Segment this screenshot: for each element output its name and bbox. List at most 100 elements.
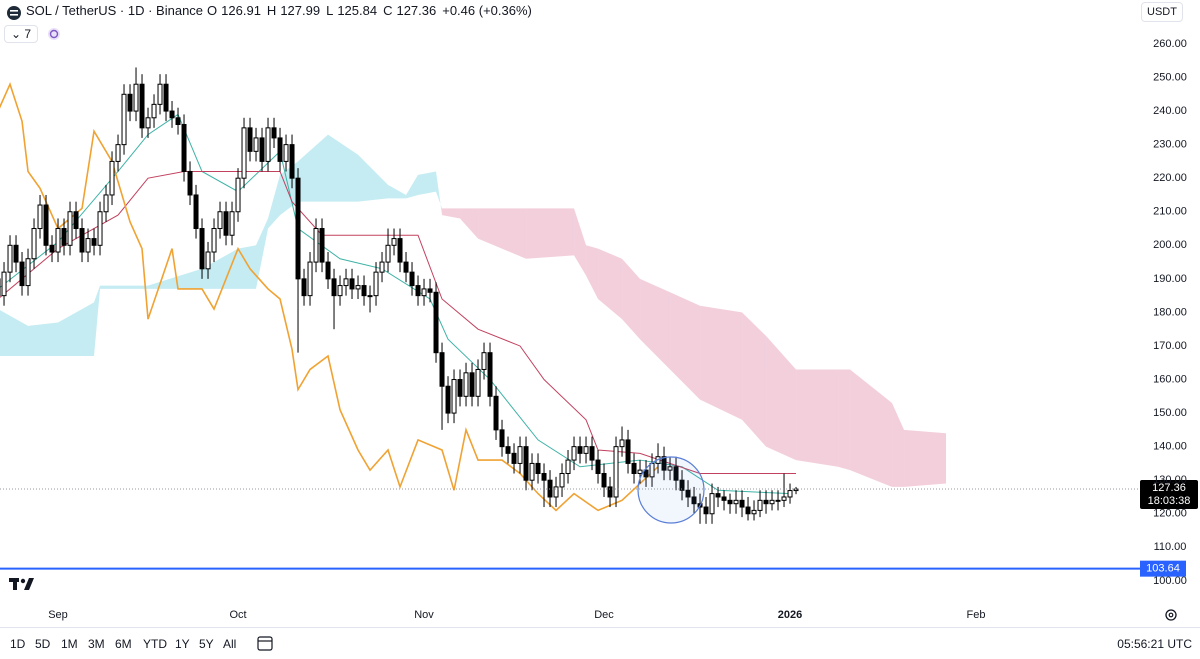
candle-body <box>313 228 319 263</box>
candle-body <box>283 144 289 162</box>
candle-body <box>541 472 547 481</box>
gear[interactable] <box>1165 609 1177 621</box>
candle-body <box>187 170 193 196</box>
cloud-segment <box>622 258 641 340</box>
candle-body <box>139 83 145 129</box>
candle-body <box>193 194 199 230</box>
candle-body <box>685 489 691 498</box>
y-tick-label: 200.00 <box>1153 239 1187 251</box>
range-button[interactable]: 5D <box>35 637 51 651</box>
cloud-segment <box>574 208 587 276</box>
candle-body <box>487 352 493 397</box>
candle-body <box>727 499 733 505</box>
candle-body <box>295 177 301 280</box>
range-button[interactable]: 6M <box>115 637 132 651</box>
cloud-segment <box>328 134 359 202</box>
candle-body <box>241 127 247 179</box>
candle-body <box>781 496 787 501</box>
symbol-icon <box>7 6 21 20</box>
ohlc-value: 126.91 <box>221 3 261 18</box>
indicator-row: ⌄ 7 <box>4 25 62 43</box>
icon-bar <box>10 14 18 16</box>
candle-body <box>457 379 463 397</box>
cloud-segment <box>796 369 839 467</box>
currency[interactable]: USDT <box>1141 2 1183 22</box>
bottom-toolbar: 05:56:21 UTC 1D 5D 1M 3M 6M YTD 1Y 5Y All <box>0 627 1200 659</box>
gear-hole[interactable] <box>1168 612 1174 618</box>
candle-body <box>265 127 271 162</box>
candle-body <box>43 204 49 246</box>
refresh-arc <box>49 29 59 39</box>
candle-body <box>763 499 769 505</box>
candle-body <box>733 499 739 505</box>
indicator-toggle[interactable]: ⌄ 7 <box>4 25 39 43</box>
cloud-segment <box>202 248 239 289</box>
candle-body <box>169 110 175 119</box>
cloud-segment <box>742 312 767 447</box>
range-button[interactable]: 1Y <box>175 637 190 651</box>
candle-body <box>709 493 715 515</box>
calendar[interactable] <box>257 636 273 651</box>
candle-body <box>79 228 85 253</box>
axes: 100.00 110.00 120.00 130.00 140.00 150.00 160.… <box>48 38 1187 621</box>
candle-body <box>511 452 517 464</box>
candle-body <box>565 459 571 474</box>
y-tick-label: 180.00 <box>1153 306 1187 318</box>
candle-body <box>385 244 391 263</box>
range-button[interactable]: 5Y <box>199 637 214 651</box>
candle-body <box>631 462 637 474</box>
ohlc-key: L <box>326 3 334 18</box>
range-button[interactable]: YTD <box>143 637 167 651</box>
candle-body <box>25 258 31 287</box>
candle-body <box>7 244 13 273</box>
candle-body <box>145 117 151 129</box>
candle-body <box>529 462 535 481</box>
candle-body <box>289 144 295 179</box>
candle-body <box>121 93 127 146</box>
candle-body <box>493 395 499 431</box>
x-tick-label: Nov <box>414 609 434 621</box>
clock[interactable]: 05:56:21 UTC <box>1117 637 1192 651</box>
candle-body <box>505 446 511 454</box>
range-button[interactable]: 3M <box>88 637 105 651</box>
candle-body <box>55 228 61 253</box>
cloud-segment <box>256 218 269 289</box>
x-tick-label: Oct <box>229 609 246 621</box>
candle-body <box>691 496 697 505</box>
date-range-icon[interactable] <box>256 634 274 652</box>
cloud-segment <box>442 208 461 219</box>
candle-body <box>721 496 727 501</box>
candle-body <box>433 291 439 354</box>
candle-body <box>391 238 397 246</box>
y-tick-label: 140.00 <box>1153 441 1187 453</box>
candle-body <box>307 261 313 297</box>
cloud-segment <box>358 154 389 202</box>
candle-body <box>361 285 367 297</box>
candle-body <box>427 288 433 293</box>
cloud-segment <box>418 171 437 195</box>
candle-body <box>445 385 451 414</box>
candle-body <box>49 244 55 253</box>
cloud-segment <box>598 248 623 320</box>
change: +0.46 (+0.36%) <box>442 3 532 18</box>
cloud-segment <box>586 245 599 299</box>
settings-icon[interactable] <box>1165 609 1177 621</box>
refresh-icon[interactable] <box>46 26 62 42</box>
candle-body <box>73 211 79 230</box>
y-tick-label: 110.00 <box>1154 541 1187 553</box>
range-button[interactable]: All <box>223 637 237 651</box>
candle-body <box>613 446 619 498</box>
ohlc-key: O <box>207 3 218 18</box>
range-button[interactable]: 1M <box>61 637 78 651</box>
range-button[interactable]: 1D <box>10 637 26 651</box>
cloud-segment <box>28 322 59 357</box>
candle-body <box>271 127 277 139</box>
candle-body <box>403 261 409 273</box>
candle-body <box>745 506 751 515</box>
candle-body <box>757 499 763 511</box>
candle-body <box>91 238 97 246</box>
candle-body <box>439 352 445 387</box>
candle-body <box>571 446 577 461</box>
cloud-segment <box>58 305 89 357</box>
